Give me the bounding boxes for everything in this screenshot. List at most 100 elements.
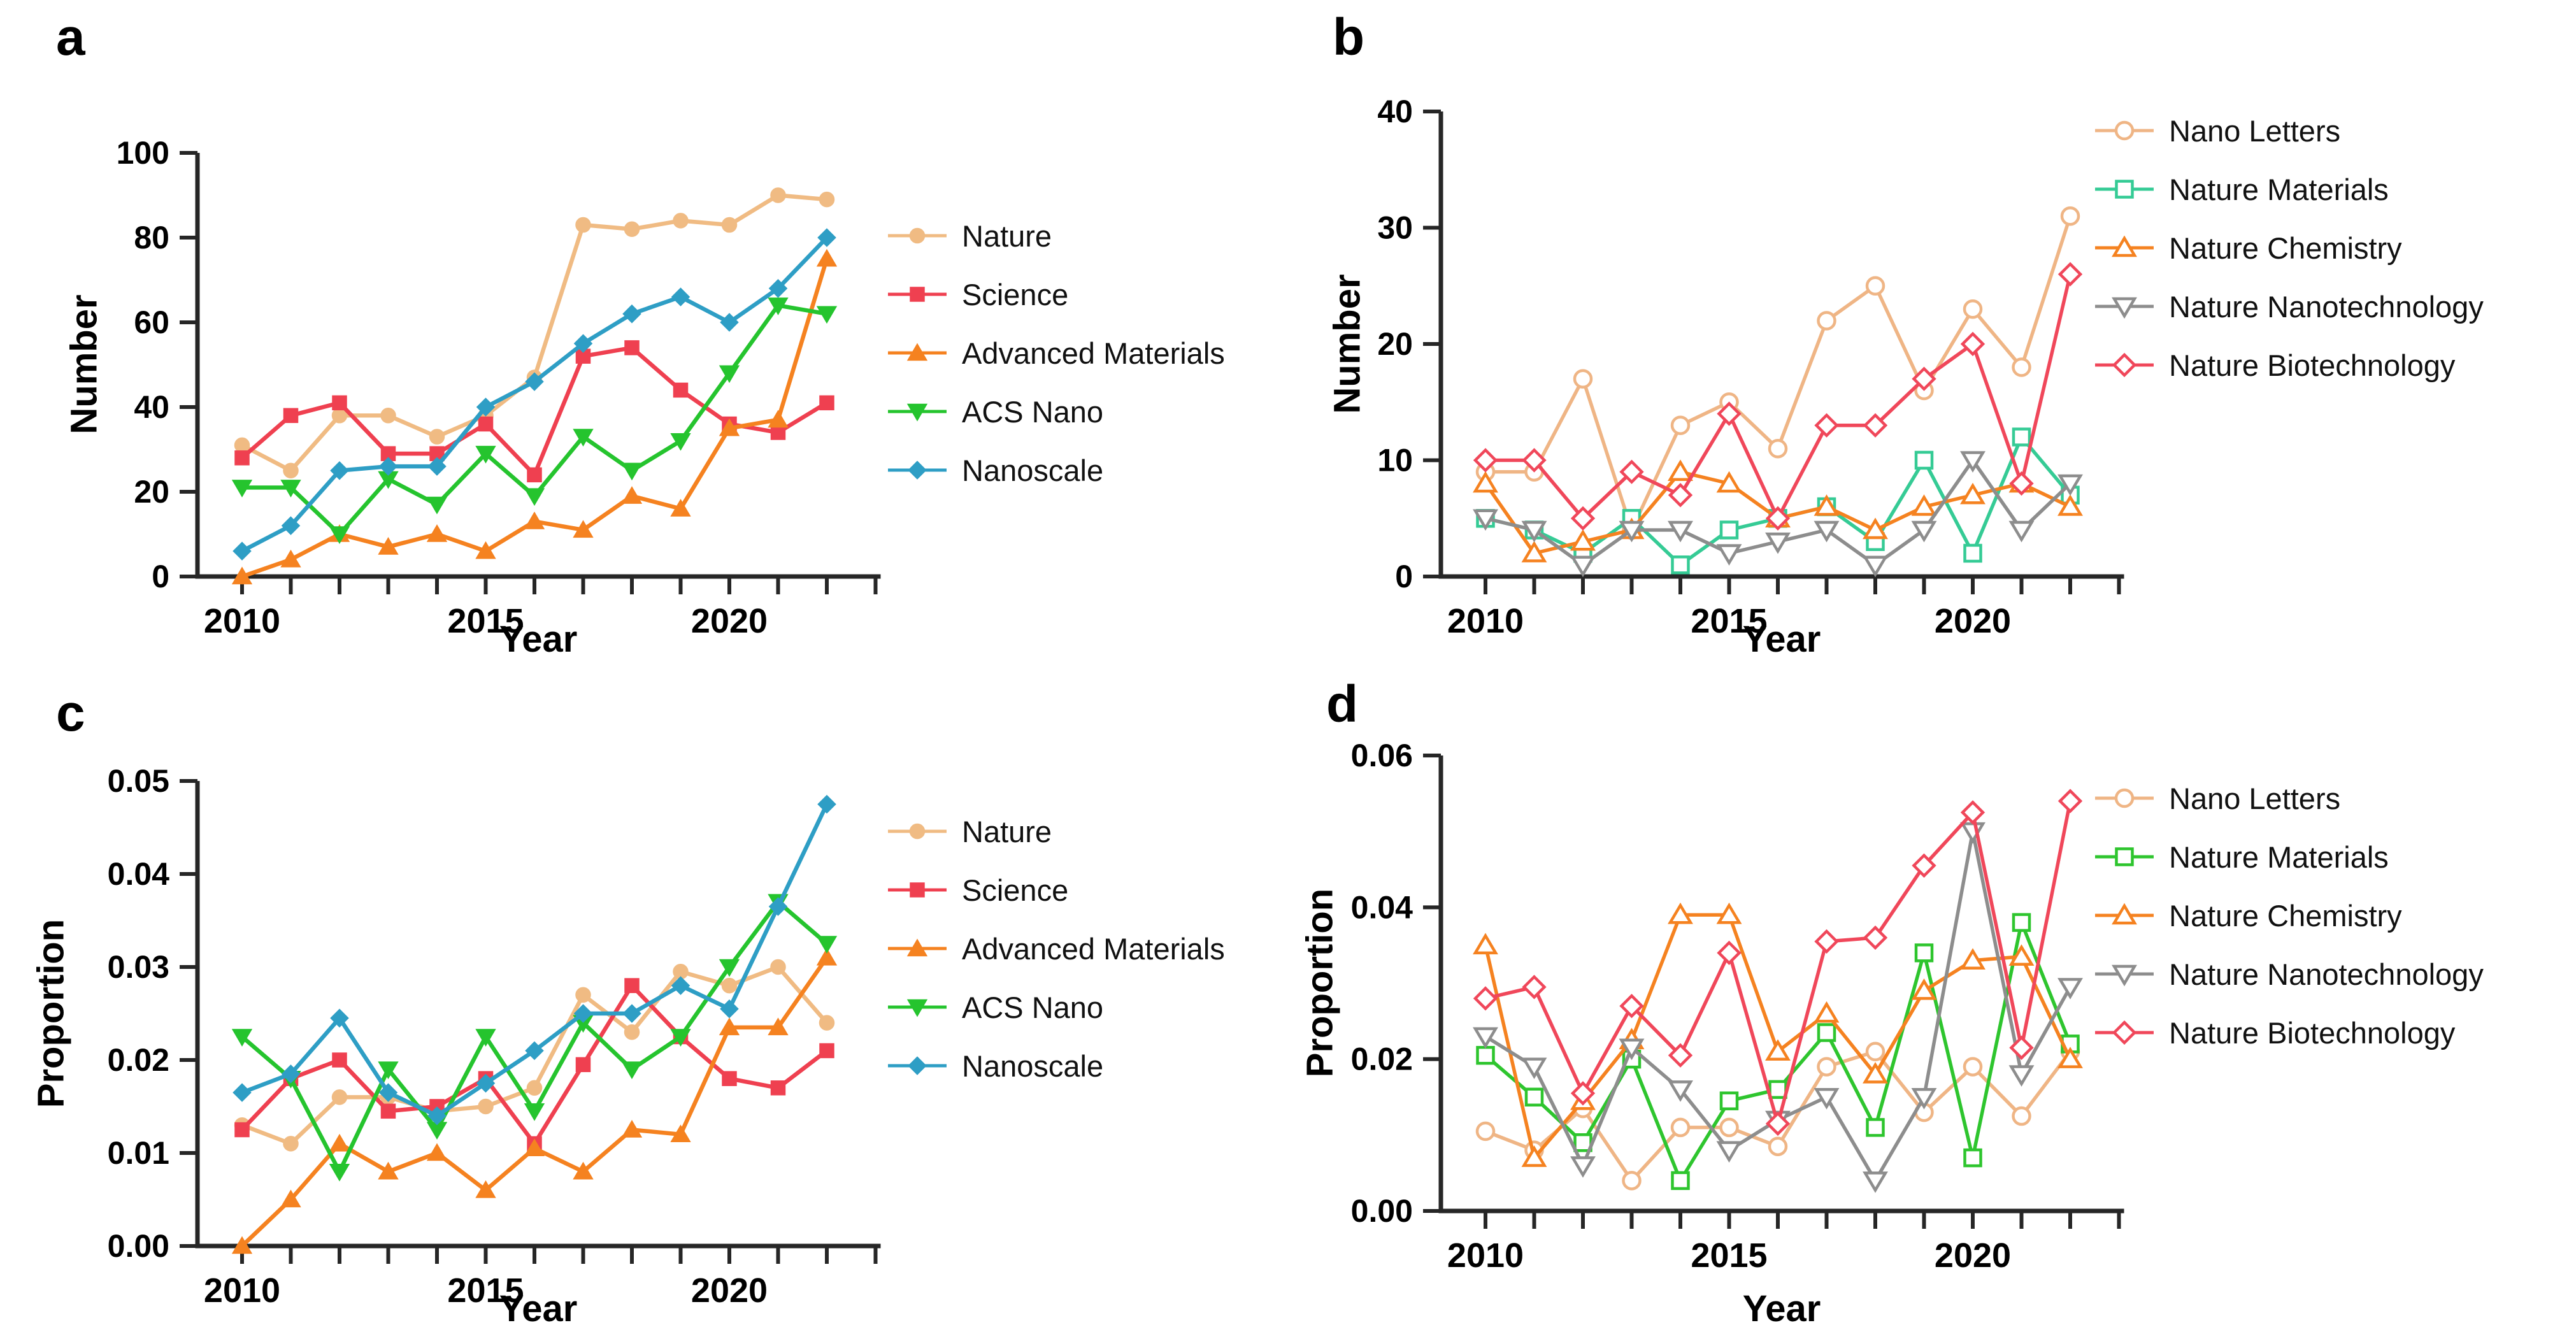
open-triangle-down-marker-icon <box>2057 474 2083 496</box>
legend-label: Science <box>962 873 1069 907</box>
open-triangle-down-marker-icon <box>1521 1057 1547 1079</box>
triangle-down-marker-icon <box>329 526 350 544</box>
y-axis-label: Number <box>63 294 105 434</box>
axes: 0.00 0.01 0.02 0.03 0.04 0.05 2010 2015 2020 <box>108 763 881 1310</box>
panel-a: a 0 20 40 60 80 100 2010 2015 2020 Number Year N… <box>0 0 1288 670</box>
triangle-down-marker-icon <box>231 480 253 498</box>
diamond-marker-icon <box>476 397 496 417</box>
triangle-up-marker-icon <box>378 1161 399 1180</box>
y-tick-label: 0.02 <box>1351 1042 1413 1077</box>
square-marker-icon <box>673 382 689 398</box>
diamond-marker-icon <box>908 461 927 480</box>
panel-letter: b <box>1333 8 1365 66</box>
legend: Nano Letters Nature Materials Nature Che… <box>2094 101 2484 394</box>
panel-b: b 0 10 20 30 40 2010 2015 2020 Number Year Nano… <box>1288 0 2576 670</box>
series-nature <box>234 187 835 478</box>
open-diamond-marker-icon <box>2057 789 2083 813</box>
triangle-up-marker-icon <box>280 1189 301 1208</box>
triangle-up-marker-icon <box>524 512 545 529</box>
open-square-marker-icon <box>1719 1091 1739 1110</box>
open-triangle-up-marker-icon <box>1765 1039 1791 1061</box>
triangle-down-marker-icon <box>378 1061 399 1080</box>
circle-marker-icon <box>624 1024 640 1040</box>
open-triangle-down-marker-icon <box>2112 964 2137 987</box>
legend-label: Nature <box>962 218 1052 253</box>
open-triangle-down-marker-icon <box>2008 1065 2035 1087</box>
open-square-marker-icon <box>1914 943 1934 963</box>
diamond-marker-icon <box>817 228 836 247</box>
triangle-down-marker-icon <box>524 488 545 506</box>
legend-item: Nature Materials <box>2094 160 2484 218</box>
open-triangle-down-marker-icon <box>1814 520 1840 543</box>
line-square-marker-icon <box>888 882 947 898</box>
open-diamond-marker-icon <box>1960 800 1986 825</box>
square-marker-icon <box>624 978 640 993</box>
diamond-marker-icon <box>908 1056 927 1075</box>
circle-marker-icon <box>673 213 689 229</box>
x-tick-label: 2020 <box>691 1271 768 1310</box>
series-line <box>240 956 829 1248</box>
triangle-down-marker-icon <box>816 936 838 954</box>
triangle-down-marker-icon <box>906 403 928 422</box>
legend-label: Nature Chemistry <box>2169 898 2402 933</box>
triangle-up-marker-icon <box>621 1120 643 1138</box>
triangle-down-marker-icon <box>621 1061 643 1080</box>
open-triangle-up-marker-icon <box>1716 471 1742 493</box>
open-triangle-down-marker-icon <box>1716 1141 1742 1163</box>
triangle-up-marker-icon <box>670 499 691 517</box>
square-marker-icon <box>910 882 925 898</box>
open-triangle-up-marker-icon <box>1960 482 1986 505</box>
series-acs-nano <box>231 297 838 544</box>
triangle-up-marker-icon <box>426 1143 448 1161</box>
open-triangle-up-marker-icon <box>2008 944 2035 966</box>
open-circle-marker-icon <box>1719 1117 1739 1138</box>
open-diamond-marker-icon <box>2112 1020 2137 1045</box>
open-triangle-down-marker-icon <box>1668 520 1693 543</box>
open-triangle-up-marker-icon <box>1911 494 1937 516</box>
open-diamond-marker-icon <box>1717 940 1742 966</box>
diamond-marker-icon <box>233 1083 252 1102</box>
legend-label: Nature Nanotechnology <box>2169 957 2484 991</box>
legend-item: Nanoscale <box>887 441 1225 499</box>
y-tick-label: 0.04 <box>108 856 170 892</box>
open-diamond-marker-icon <box>1668 483 1693 508</box>
x-tick-label: 2015 <box>1691 1236 1767 1275</box>
legend-label: Nature Nanotechnology <box>2169 289 2484 324</box>
axes: 0 20 40 60 80 100 2010 2015 2020 <box>117 135 881 640</box>
triangle-up-marker-icon <box>475 541 496 559</box>
legend-item: Nature Biotechnology <box>2094 1003 2484 1062</box>
y-tick-label: 40 <box>1377 94 1413 129</box>
legend-item: Nature Biotechnology <box>2094 336 2484 394</box>
circle-marker-icon <box>721 217 738 233</box>
circle-marker-icon <box>526 1080 543 1096</box>
diamond-marker-icon <box>427 457 447 476</box>
triangle-down-marker-icon <box>475 1029 496 1047</box>
line-triangle-down-marker-icon <box>888 999 947 1017</box>
panel-letter: a <box>56 8 85 66</box>
open-triangle-up-marker-icon <box>1668 902 1693 924</box>
open-diamond-marker-icon <box>1960 331 1986 357</box>
x-tick-label: 2015 <box>447 1271 524 1310</box>
series-line <box>240 345 828 477</box>
y-tick-label: 60 <box>134 304 169 340</box>
diamond-marker-icon <box>622 304 641 324</box>
open-triangle-up-marker-icon <box>1521 1145 1547 1167</box>
legend-label: Nature Materials <box>2169 172 2389 206</box>
square-marker-icon <box>234 450 250 466</box>
panel-letter: d <box>1326 675 1359 733</box>
open-triangle-up-marker-icon <box>2057 494 2083 516</box>
square-marker-icon <box>575 1057 591 1073</box>
open-circle-marker-icon <box>1670 1117 1691 1138</box>
diamond-marker-icon <box>768 279 788 298</box>
triangle-up-marker-icon <box>906 343 928 361</box>
open-diamond-marker-icon <box>2112 352 2137 378</box>
square-marker-icon <box>722 1071 737 1086</box>
legend-label: Science <box>962 277 1069 311</box>
legend-item: Advanced Materials <box>887 919 1225 978</box>
line-circle-marker-icon <box>888 823 947 840</box>
legend-item: Science <box>887 265 1225 324</box>
legend: Nature Science Advanced Materials ACS Na… <box>887 802 1225 1095</box>
open-triangle-down-marker-icon <box>1911 520 1937 543</box>
open-circle-marker-icon <box>2012 1106 2031 1126</box>
legend-label: ACS Nano <box>962 990 1104 1024</box>
